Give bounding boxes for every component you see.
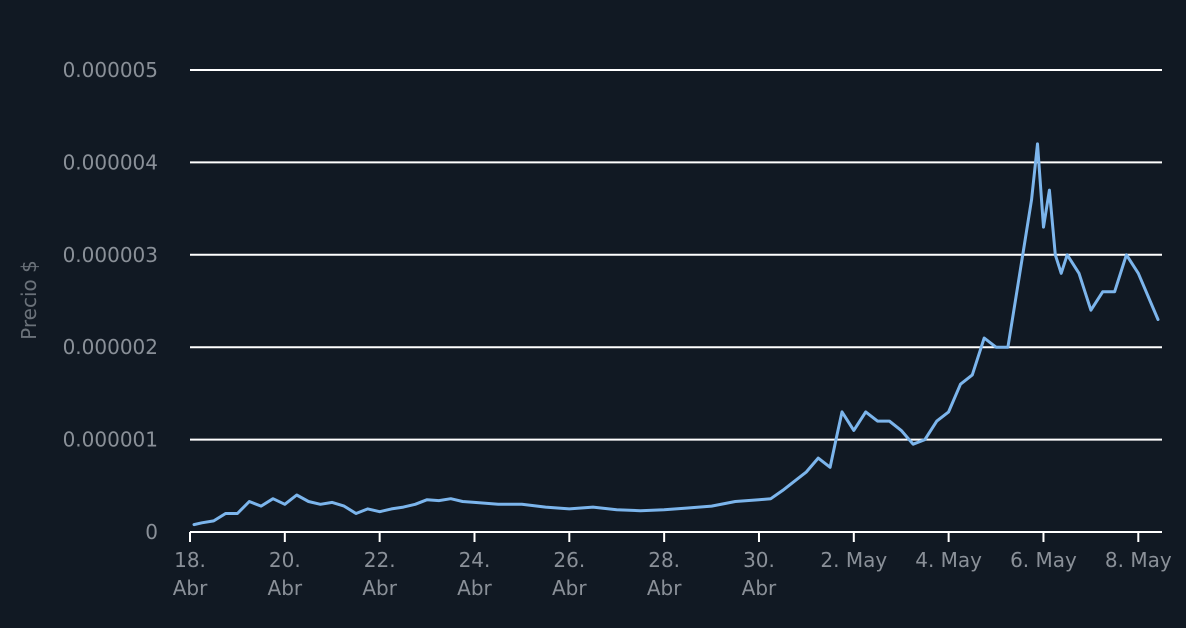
x-tick-label: 20. [269, 548, 301, 572]
x-tick-label: Abr [268, 576, 303, 600]
x-tick-label: 30. [743, 548, 775, 572]
x-tick-label: 6. May [1010, 548, 1077, 572]
x-tick-label: 18. [174, 548, 206, 572]
x-tick-label: Abr [647, 576, 682, 600]
y-axis-ticks: 0 0.000001 0.000002 0.000003 0.000004 0.00000… [63, 58, 158, 544]
x-tick-label: Abr [362, 576, 397, 600]
x-tick-label: Abr [173, 576, 208, 600]
x-tick-label: 8. May [1105, 548, 1172, 572]
x-tick-label: 26. [553, 548, 585, 572]
x-tick-label: Abr [552, 576, 587, 600]
x-axis: 18. Abr 20. Abr 22. Abr 24. Abr 26. Abr 28. Abr 30. A… [173, 531, 1172, 600]
x-tick-label: 2. May [820, 548, 887, 572]
x-tick-label: 24. [459, 548, 491, 572]
y-tick-label: 0.000005 [63, 58, 158, 82]
y-tick-label: 0 [145, 520, 158, 544]
y-tick-label: 0.000003 [63, 243, 158, 267]
x-tick-label: Abr [457, 576, 492, 600]
price-series-line [192, 142, 1160, 527]
x-tick-label: Abr [742, 576, 777, 600]
y-tick-label: 0.000001 [63, 428, 158, 452]
grid-lines [190, 69, 1162, 441]
x-tick-label: 22. [364, 548, 396, 572]
y-tick-label: 0.000002 [63, 335, 158, 359]
series-layer [192, 142, 1160, 527]
y-axis-label: Precio $ [17, 260, 41, 340]
x-tick-label: 28. [648, 548, 680, 572]
x-tick-label: 4. May [915, 548, 982, 572]
y-tick-label: 0.000004 [63, 150, 158, 174]
